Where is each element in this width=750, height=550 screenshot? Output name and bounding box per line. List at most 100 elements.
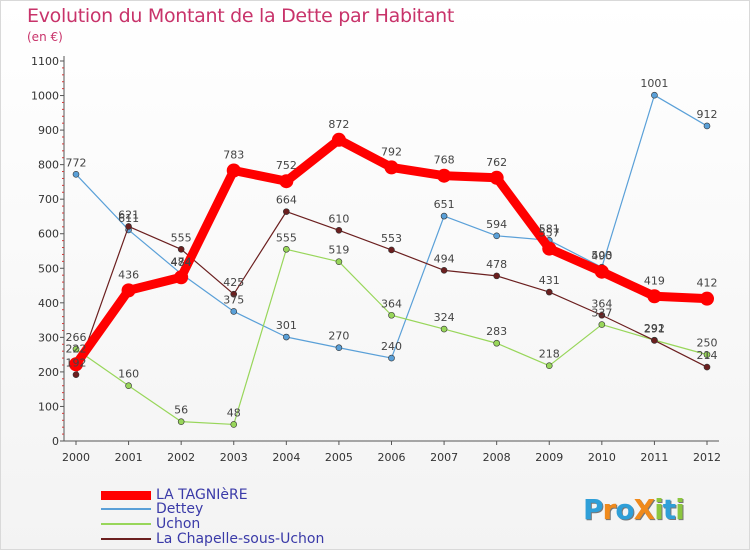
data-point-dettey <box>72 171 80 178</box>
data-label-la-tagni-re: 419 <box>644 274 665 287</box>
data-point-la-tagni-re <box>647 289 662 304</box>
data-label-la-tagni-re: 490 <box>591 250 612 263</box>
data-point-la-chapelle-sous-uchon <box>703 363 711 371</box>
data-label-la-tagni-re: 792 <box>381 145 402 158</box>
data-point-la-tagni-re <box>331 132 346 147</box>
legend-swatch <box>101 508 151 510</box>
data-point-uchon <box>388 311 395 319</box>
series-layer <box>69 91 714 428</box>
data-point-la-tagni-re <box>121 283 136 298</box>
data-label-dettey: 581 <box>539 222 560 235</box>
data-point-la-tagni-re <box>174 270 189 285</box>
chart-title: Evolution du Montant de la Dette par Hab… <box>27 5 455 27</box>
chart-subtitle: (en €) <box>27 30 63 44</box>
x-tick-label: 2008 <box>483 451 511 464</box>
data-label-dettey: 270 <box>328 330 349 343</box>
data-point-dettey <box>703 122 711 130</box>
data-label-la-chapelle-sous-uchon: 553 <box>381 232 402 245</box>
legend-item-uchon: Uchon <box>101 516 200 532</box>
data-label-dettey: 301 <box>276 319 297 332</box>
x-tick-label: 2001 <box>115 451 143 464</box>
data-label-la-chapelle-sous-uchon: 364 <box>591 297 612 310</box>
data-point-la-chapelle-sous-uchon <box>651 337 658 344</box>
data-label-la-chapelle-sous-uchon: 494 <box>434 252 455 265</box>
x-tick-label: 2010 <box>588 451 616 464</box>
data-label-uchon: 337 <box>591 307 612 320</box>
y-tick-label: 300 <box>38 331 59 344</box>
data-point-la-tagni-re <box>226 163 241 178</box>
data-point-la-chapelle-sous-uchon <box>72 371 80 378</box>
x-tick-label: 2007 <box>430 451 458 464</box>
data-point-la-tagni-re <box>489 170 504 185</box>
x-tick-label: 2006 <box>378 451 406 464</box>
data-label-la-chapelle-sous-uchon: 192 <box>66 357 87 370</box>
data-point-la-chapelle-sous-uchon <box>598 311 606 319</box>
y-tick-label: 600 <box>38 228 59 241</box>
data-labels-layer: 772 611 484 375 301 270 240 651 594 581 503 1001 912… <box>66 77 718 419</box>
y-tick-label: 100 <box>38 400 59 413</box>
data-point-la-chapelle-sous-uchon <box>335 226 343 234</box>
proxiti-logo: ProXiti <box>583 493 685 526</box>
data-point-la-chapelle-sous-uchon <box>388 246 395 254</box>
data-point-dettey <box>230 308 238 315</box>
data-point-dettey <box>283 333 290 341</box>
data-point-la-chapelle-sous-uchon <box>283 208 290 215</box>
data-label-la-tagni-re: 768 <box>434 154 455 167</box>
y-tick-label: 1000 <box>31 90 59 103</box>
legend-item-la-chapelle-sous-uchon: La Chapelle-sous-Uchon <box>101 531 324 547</box>
data-label-la-tagni-re: 436 <box>118 268 139 281</box>
data-point-la-chapelle-sous-uchon <box>440 267 448 274</box>
data-point-uchon <box>335 258 343 266</box>
data-label-dettey: 594 <box>486 218 507 231</box>
y-tick-label: 800 <box>38 159 59 172</box>
data-label-uchon: 364 <box>381 297 402 310</box>
chart-axes: 0 100 200 300 400 500 600 700 800 900 1000 1100 2000… <box>31 55 721 464</box>
data-label-la-chapelle-sous-uchon: 555 <box>171 231 192 244</box>
data-label-uchon: 519 <box>328 244 349 257</box>
data-label-la-tagni-re: 762 <box>486 156 507 169</box>
x-tick-label: 2004 <box>272 451 300 464</box>
data-point-uchon <box>703 351 711 358</box>
data-label-dettey: 375 <box>223 293 244 306</box>
data-point-la-tagni-re <box>542 241 557 256</box>
series-line-dettey <box>75 94 708 359</box>
x-tick-label: 2000 <box>62 451 90 464</box>
data-label-uchon: 555 <box>276 231 297 244</box>
data-label-la-chapelle-sous-uchon: 610 <box>328 212 349 225</box>
data-label-uchon: 56 <box>174 404 188 417</box>
data-label-dettey: 1001 <box>640 77 668 90</box>
y-tick-label: 0 <box>52 435 59 448</box>
x-tick-label: 2003 <box>220 451 248 464</box>
data-label-la-chapelle-sous-uchon: 425 <box>223 276 244 289</box>
legend-label: La Chapelle-sous-Uchon <box>156 531 325 547</box>
data-label-la-chapelle-sous-uchon: 291 <box>644 322 665 335</box>
data-point-la-chapelle-sous-uchon <box>177 245 185 253</box>
data-point-la-chapelle-sous-uchon <box>125 223 132 230</box>
data-label-la-chapelle-sous-uchon: 214 <box>697 349 718 362</box>
data-label-uchon: 250 <box>697 337 718 350</box>
data-label-uchon: 266 <box>66 331 87 344</box>
data-point-la-tagni-re <box>437 168 452 183</box>
legend-item-la-tagniere: LA TAGNIèRE <box>101 487 248 503</box>
x-tick-label: 2012 <box>693 451 721 464</box>
data-point-la-tagni-re <box>384 160 399 175</box>
data-point-la-tagni-re <box>700 291 714 306</box>
data-point-dettey <box>335 344 343 352</box>
data-point-dettey <box>388 354 395 362</box>
data-point-uchon <box>125 382 132 390</box>
data-point-dettey <box>651 91 658 99</box>
y-tick-label: 1100 <box>31 55 59 68</box>
data-label-uchon: 218 <box>539 348 560 361</box>
data-label-la-chapelle-sous-uchon: 664 <box>276 194 297 207</box>
data-label-la-tagni-re: 412 <box>697 277 718 290</box>
x-tick-label: 2009 <box>535 451 563 464</box>
data-label-la-chapelle-sous-uchon: 478 <box>486 258 507 271</box>
data-label-dettey: 912 <box>697 108 718 121</box>
data-label-uchon: 283 <box>486 325 507 338</box>
data-label-dettey: 651 <box>434 198 455 211</box>
data-point-la-chapelle-sous-uchon <box>493 272 500 280</box>
data-label-la-tagni-re: 222 <box>66 342 87 355</box>
y-tick-label: 400 <box>38 297 59 310</box>
